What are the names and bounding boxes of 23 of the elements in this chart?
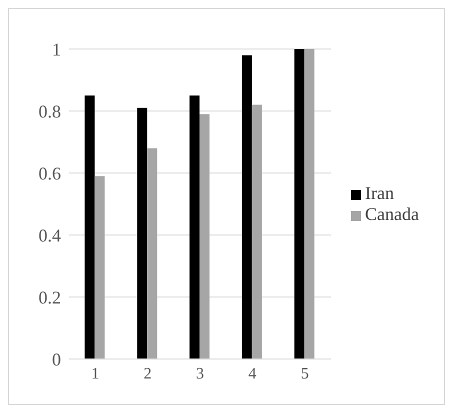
- x-tick-label: 4: [248, 365, 256, 382]
- y-tick-label: 0.6: [38, 163, 61, 184]
- legend-label: Canada: [365, 204, 419, 224]
- y-tick-label: 0: [52, 349, 61, 370]
- bar: [304, 49, 314, 359]
- x-tick-label: 3: [196, 365, 204, 382]
- bar: [137, 108, 148, 359]
- legend-label: Iran: [365, 183, 394, 203]
- bar: [294, 49, 304, 359]
- y-tick-label: 1: [52, 39, 61, 60]
- bar: [200, 114, 210, 359]
- x-tick-label: 5: [300, 365, 309, 382]
- bar: [252, 104, 262, 359]
- bar: [242, 55, 252, 359]
- bar: [147, 148, 158, 359]
- bar: [94, 176, 105, 359]
- bar: [84, 96, 95, 359]
- y-tick-label: 0.8: [38, 101, 61, 122]
- x-tick-label: 1: [91, 365, 100, 382]
- y-tick-label: 0.2: [38, 287, 61, 308]
- x-tick-label: 2: [144, 365, 152, 382]
- y-tick-label: 0.4: [38, 225, 61, 246]
- bar: [190, 96, 200, 359]
